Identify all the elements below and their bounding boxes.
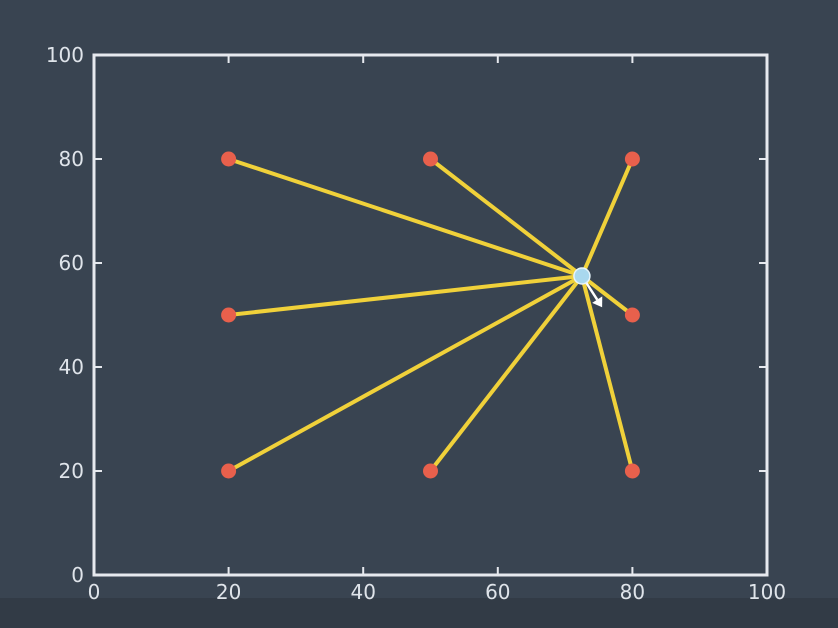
y-tick-label: 0 (71, 563, 84, 587)
landmark-point (624, 463, 640, 479)
landmark-point (221, 151, 237, 167)
y-tick-label: 100 (46, 43, 84, 67)
x-tick-label: 80 (620, 580, 645, 604)
measurement-ray (579, 157, 635, 278)
landmark-point (423, 151, 438, 167)
robot-group (573, 267, 603, 308)
x-tick-label: 60 (485, 580, 510, 604)
plot-frame (92, 53, 769, 577)
y-tick-label: 60 (59, 251, 84, 275)
bottom-band (0, 598, 838, 628)
measurement-ray (226, 274, 584, 317)
heading-arrow-head (592, 296, 603, 308)
measurement-ray (428, 274, 584, 473)
ray-group (226, 157, 635, 473)
x-tick-label: 40 (350, 580, 375, 604)
measurement-ray (428, 157, 584, 278)
landmark-point (624, 151, 640, 167)
landmark-point (221, 463, 237, 479)
x-tick-label: 100 (748, 580, 786, 604)
landmark-point (624, 307, 640, 323)
y-tick-label: 20 (59, 459, 84, 483)
landmark-point (423, 463, 438, 479)
landmark-group (221, 151, 640, 479)
measurement-ray (226, 157, 584, 278)
y-tick-label: 80 (59, 147, 84, 171)
measurement-ray (579, 274, 635, 317)
x-tick-label: 20 (216, 580, 241, 604)
tick-group: 0 20 40 60 80 100 0 20 40 60 80 100 (46, 43, 786, 604)
measurement-ray (579, 274, 635, 473)
landmark-point (221, 307, 237, 323)
y-tick-label: 40 (59, 355, 84, 379)
measurement-ray (226, 274, 584, 473)
x-tick-label: 0 (88, 580, 101, 604)
robot-point (573, 267, 591, 285)
